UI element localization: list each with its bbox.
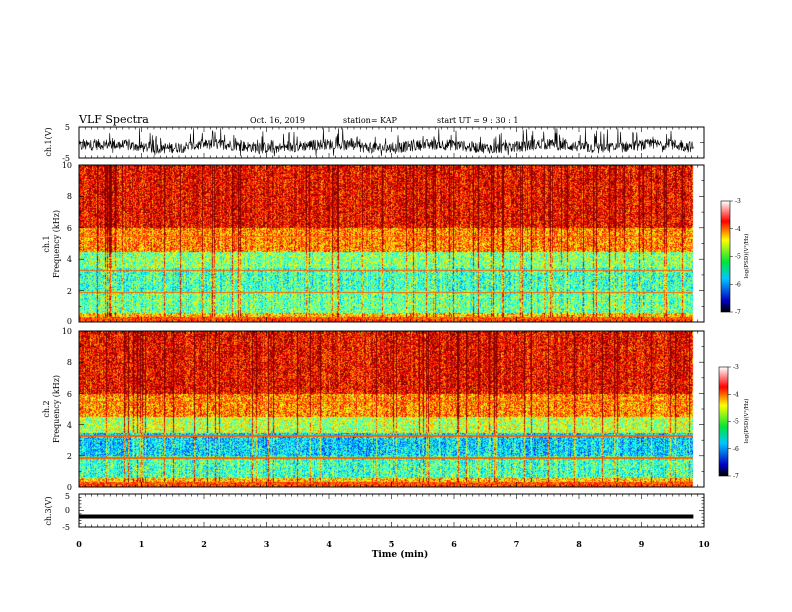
ch1-waveform-panel: 5 -5 ch.1(V) [44,123,705,163]
ch1-freq-tick-0: 0 [67,317,72,326]
ch1-spectrogram-panel: 0 2 4 6 8 10 ch.1 Frequency (kHz) -3 -4 -5… [42,161,750,326]
x-tick-label: 9 [639,539,645,549]
ch1-colorbar-ticks: -3 -4 -5 -6 -7 [730,198,741,316]
ch1-waveform-ticks [78,126,705,159]
ch1-ylabel: ch.1(V) [44,127,53,156]
ch1-freq-tick-2: 2 [67,287,72,296]
colorbar-tick-label: -4 [735,226,741,233]
ch3-ytick-bottom: -5 [62,523,70,532]
ch1-ytick-top: 5 [65,123,70,132]
ch3-signal-ticks [78,493,705,528]
ch1-freq-tick-10: 10 [62,161,72,170]
ch1-freq-tick-4: 4 [67,255,72,264]
colorbar-tick-label: -6 [735,281,741,288]
ch2-spectrogram-panel: 0 2 4 6 8 10 ch.2 Frequency (kHz) -3 -4 -5… [42,327,750,492]
ch1-freq-tick-8: 8 [67,192,72,201]
ch2-spectrogram-ticks [78,330,705,488]
ch1-colorbar-image [721,201,730,312]
colorbar-tick-label: -5 [735,254,741,261]
figure-title: VLF Spectra [78,113,149,126]
ch1-spec-ylabel-frequency: Frequency (kHz) [52,210,61,278]
x-tick-label: 3 [264,539,270,549]
ch2-colorbar-label: log(PSD)(V²/Hz) [743,399,750,444]
ch2-spectrogram-image [79,331,704,487]
ch1-freq-tick-6: 6 [67,224,72,233]
ch2-freq-tick-0: 0 [67,483,72,492]
ch2-colorbar-ticks: -3 -4 -5 -6 -7 [728,364,739,480]
x-tick-label: 1 [139,539,145,549]
ch1-spectrogram-ticks [78,164,705,323]
ch2-spectrogram-canvas-holder [79,331,704,487]
ch2-spec-ylabel-frequency: Frequency (kHz) [52,375,61,443]
ch3-signal-panel: 5 0 -5 ch.3(V) [44,492,705,532]
ch1-spec-ylabel-channel: ch.1 [42,235,51,252]
ch1-ytick-bottom: -5 [62,154,70,163]
ch2-colorbar-holder [719,367,728,476]
x-tick-label: 5 [389,539,395,549]
ch3-ytick-top: 5 [65,492,70,501]
colorbar-tick-label: -7 [735,309,741,316]
ch1-waveform-line [78,128,694,157]
ch2-freq-tick-4: 4 [67,421,72,430]
colorbar-tick-label: -3 [735,198,741,205]
ch2-freq-tick-6: 6 [67,390,72,399]
ch1-spectrogram-canvas-holder [79,165,704,322]
ch1-colorbar-label: log(PSD)(V²/Hz) [743,234,750,279]
date-label: Oct. 16, 2019 [250,116,305,125]
colorbar-tick-label: -6 [733,446,739,453]
ch3-ytick-mid: 0 [65,506,70,515]
ch2-freq-tick-10: 10 [62,327,72,336]
colorbar-tick-label: -7 [733,473,739,480]
x-tick-label: 10 [698,539,710,549]
x-tick-label: 0 [76,539,82,549]
colorbar-tick-label: -3 [733,364,739,371]
ch3-ylabel: ch.3(V) [44,496,53,525]
x-tick-label: 4 [326,539,332,549]
ch1-colorbar-holder [721,201,730,312]
x-tick-label: 2 [201,539,207,549]
colorbar-tick-label: -5 [733,419,739,426]
x-axis-label: Time (min) [372,549,429,560]
ch1-spectrogram-image [79,165,704,322]
ch2-spec-ylabel-channel: ch.2 [42,400,51,417]
start-time-label: start UT = 9 : 30 : 1 [437,116,518,125]
x-tick-label: 8 [576,539,582,549]
colorbar-tick-label: -4 [733,391,739,398]
x-axis-tick-labels: 0 1 2 3 4 5 6 7 8 9 10 [76,539,710,549]
ch2-freq-tick-2: 2 [67,452,72,461]
x-tick-label: 7 [514,539,520,549]
ch2-colorbar-image [719,367,728,476]
station-label: station= KAP [343,116,398,125]
ch2-freq-tick-8: 8 [67,358,72,367]
x-tick-label: 6 [451,539,457,549]
